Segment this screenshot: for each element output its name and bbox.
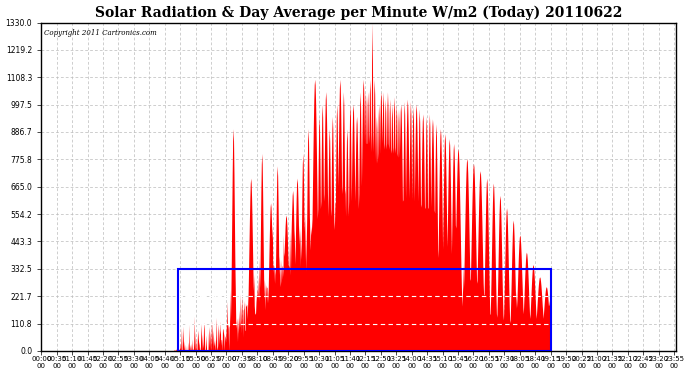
Title: Solar Radiation & Day Average per Minute W/m2 (Today) 20110622: Solar Radiation & Day Average per Minute… bbox=[95, 6, 622, 20]
Text: Copyright 2011 Cartronics.com: Copyright 2011 Cartronics.com bbox=[44, 29, 157, 37]
Bar bbox=[178, 269, 551, 351]
